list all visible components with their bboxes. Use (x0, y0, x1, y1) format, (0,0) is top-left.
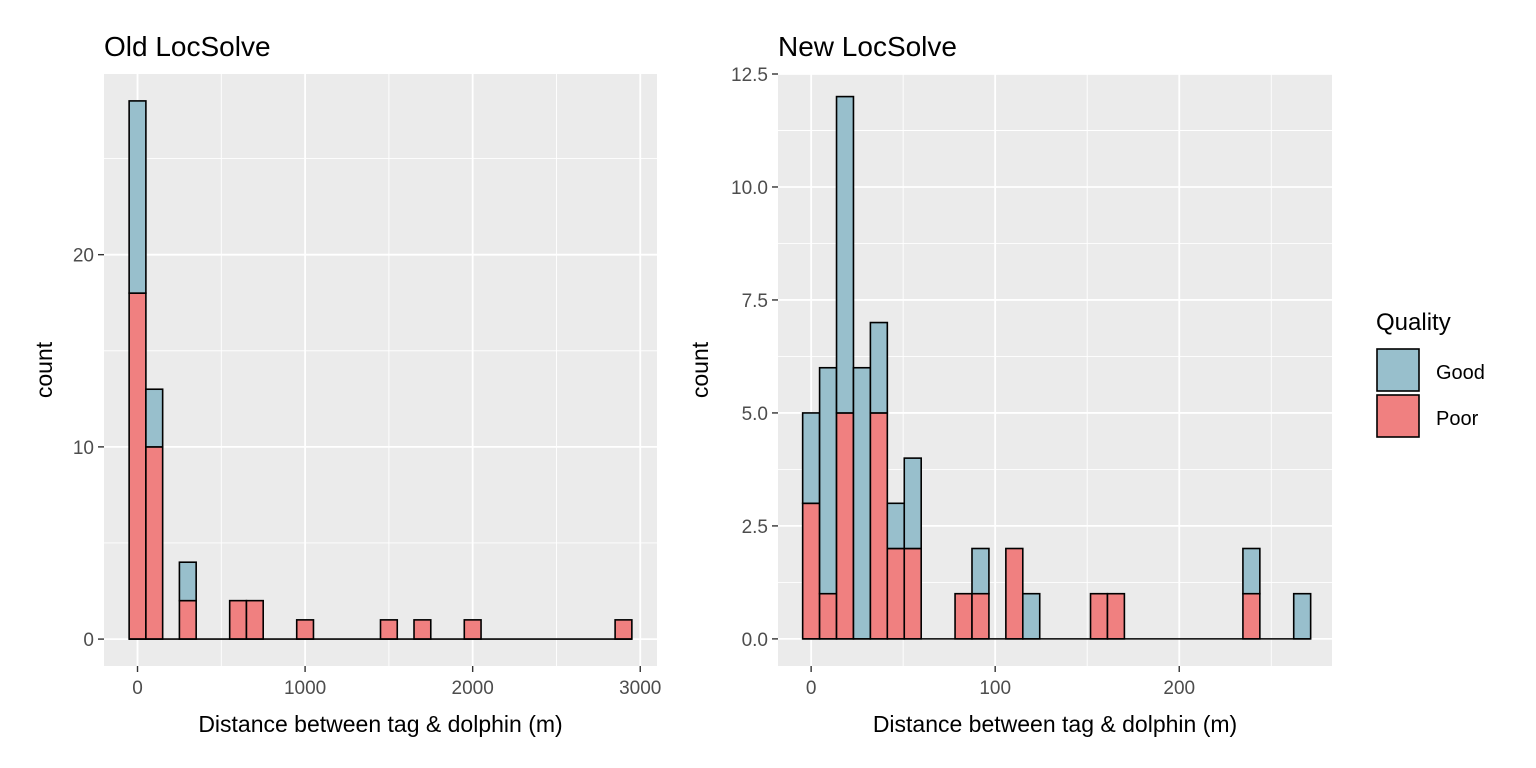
bar-poor (903, 547, 922, 640)
bar-poor (954, 592, 973, 640)
bar-good (128, 100, 147, 294)
y-axis-label: count (31, 341, 57, 398)
bar-poor (245, 599, 264, 640)
chart-title: Old LocSolve (104, 31, 271, 62)
legend-swatch-good (1376, 348, 1420, 392)
bar-poor (228, 599, 248, 640)
legend-label-good: Good (1436, 362, 1485, 384)
bar-poor (1106, 592, 1126, 640)
bar-good (869, 321, 889, 414)
bar-poor (971, 592, 990, 640)
bar-poor (379, 619, 399, 640)
bar-poor (1242, 592, 1261, 640)
bar-poor (835, 412, 855, 640)
bar-poor (295, 619, 315, 640)
legend-title: Quality (1376, 309, 1451, 336)
bars (801, 95, 1312, 640)
bar-good (145, 388, 164, 448)
x-axis-label: Distance between tag & dolphin (m) (198, 711, 562, 737)
bar-poor (818, 592, 838, 640)
bar-poor (145, 446, 164, 640)
y-tick-label: 20 (73, 246, 94, 267)
y-tick-label: 10.0 (731, 178, 768, 199)
bar-good (178, 561, 197, 602)
y-tick-label: 0.0 (742, 630, 768, 651)
grid-lines (778, 73, 1332, 666)
chart-old-locsolve: Old LocSolve 0 1000 2000 3000 0 10 20 Distance… (31, 31, 661, 737)
y-tick-label: 10 (73, 438, 94, 459)
bar-good (971, 547, 990, 595)
bar-good (1292, 592, 1312, 640)
bar-poor (614, 619, 633, 640)
chart-new-locsolve: New LocSolve 0 100 200 0.0 2.5 5.0 7.5 10.0 12.5… (687, 31, 1332, 737)
legend-swatch-poor (1376, 394, 1420, 438)
x-tick-label: 0 (132, 678, 143, 699)
y-tick-label: 7.5 (742, 291, 768, 312)
bar-poor (463, 619, 482, 640)
bar-poor (413, 619, 432, 640)
y-tick-label: 0 (83, 630, 94, 651)
x-tick-label: 3000 (619, 678, 661, 699)
axes: 0 100 200 0.0 2.5 5.0 7.5 10.0 12.5 (731, 65, 1311, 699)
bar-good (903, 457, 922, 550)
x-tick-label: 100 (979, 678, 1011, 699)
chart-title: New LocSolve (778, 31, 957, 62)
bar-poor (1089, 592, 1109, 640)
x-tick-label: 1000 (284, 678, 326, 699)
bar-poor (886, 547, 906, 640)
bar-poor (1005, 547, 1024, 640)
x-axis-label: Distance between tag & dolphin (m) (873, 711, 1237, 737)
axes: 0 1000 2000 3000 0 10 20 (73, 246, 662, 699)
bar-poor (869, 412, 889, 640)
legend: Quality Good Poor (1376, 309, 1485, 438)
bar-poor (178, 599, 197, 640)
bar-poor (128, 292, 147, 640)
bar-good (818, 366, 838, 595)
bar-good (852, 366, 872, 640)
legend-label-poor: Poor (1436, 408, 1479, 430)
y-tick-label: 12.5 (731, 65, 768, 86)
bar-good (1021, 592, 1041, 640)
bar-good (886, 502, 906, 550)
x-tick-label: 200 (1163, 678, 1195, 699)
bar-good (835, 95, 855, 414)
bar-good (1242, 547, 1261, 595)
x-tick-label: 0 (806, 678, 817, 699)
y-tick-label: 5.0 (742, 404, 768, 425)
x-tick-label: 2000 (452, 678, 494, 699)
y-tick-label: 2.5 (742, 517, 768, 538)
y-axis-label: count (687, 341, 713, 398)
bar-poor (801, 502, 821, 640)
bar-good (801, 412, 821, 505)
